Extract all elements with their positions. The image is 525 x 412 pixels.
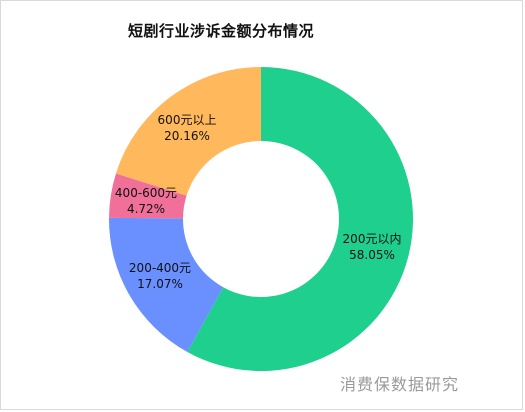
labels-group: 200元以内 58.05% 200-400元 17.07% 400-600元 4.72% 6… — [115, 113, 402, 291]
pie-slice — [109, 217, 224, 352]
slice-name-label: 200元以内 — [343, 232, 402, 246]
slices-group — [109, 67, 413, 372]
slice-value-label: 58.05% — [349, 248, 395, 262]
slice-value-label: 20.16% — [164, 129, 210, 143]
slice-name-label: 400-600元 — [115, 186, 177, 200]
pie-slice — [187, 67, 413, 372]
pie-slice — [115, 67, 262, 196]
slice-name-label: 600元以上 — [158, 113, 217, 127]
slice-value-label: 4.72% — [127, 202, 165, 216]
watermark: 消费保数据研究 — [340, 375, 460, 394]
chart-title: 短剧行业涉诉金额分布情况 — [128, 22, 315, 40]
pie-slice — [109, 173, 187, 219]
slice-name-label: 200-400元 — [129, 261, 191, 275]
slice-value-label: 17.07% — [137, 277, 183, 291]
